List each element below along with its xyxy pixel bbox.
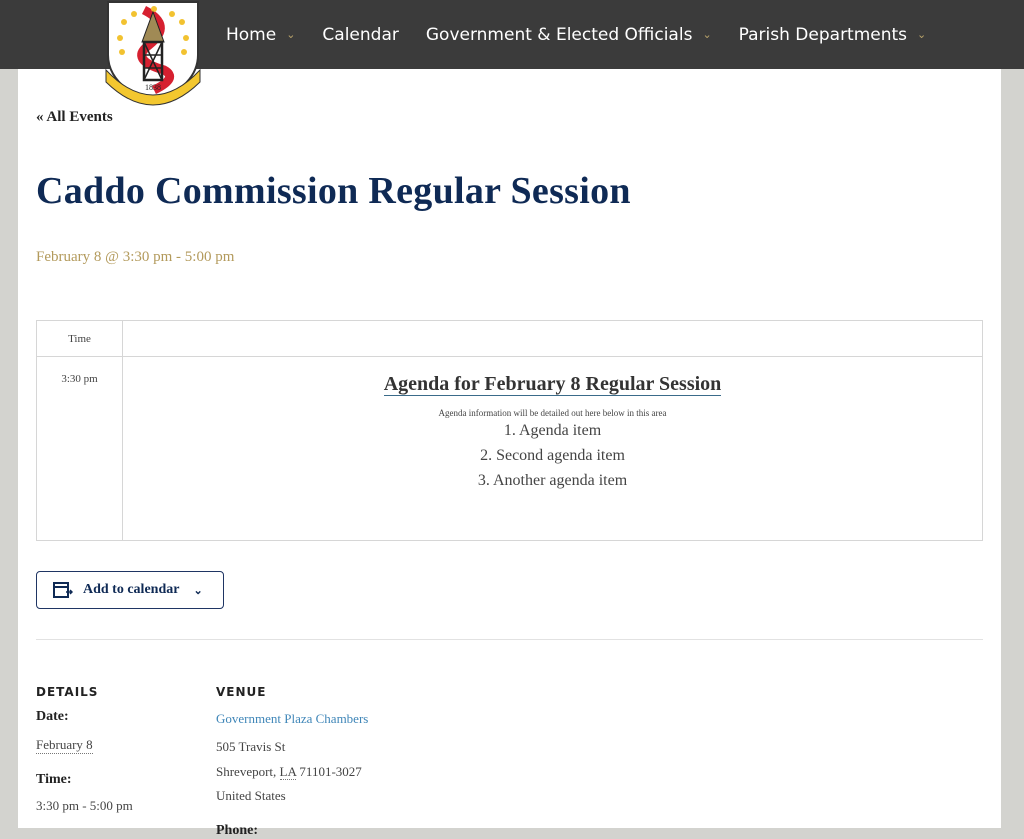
venue-city: Shreveport,: [216, 764, 277, 779]
nav-label: Government & Elected Officials: [425, 24, 693, 45]
time-header: Time: [36, 320, 123, 357]
venue-street: 505 Travis St: [216, 739, 286, 754]
add-to-calendar-label: Add to calendar: [83, 582, 180, 597]
chevron-down-icon: ⌄: [702, 28, 712, 41]
date-value: February 8: [36, 737, 93, 754]
list-item: 2. Second agenda item: [480, 447, 625, 464]
agenda-list: 1. Agenda item 2. Second agenda item 3. …: [123, 418, 982, 493]
venue-heading: VENUE: [216, 685, 267, 699]
venue-state: LA: [279, 764, 297, 780]
add-to-calendar-button[interactable]: Add to calendar ⌄: [36, 571, 224, 609]
venue-zip: 71101-3027: [299, 764, 362, 779]
table-header-row: Time: [36, 320, 983, 357]
table-row: 3:30 pm Agenda for February 8 Regular Se…: [36, 356, 983, 541]
nav-label: Parish Departments: [738, 24, 908, 45]
nav-label: Calendar: [322, 24, 399, 45]
chevron-down-icon: ⌄: [193, 584, 203, 597]
chevron-down-icon: ⌄: [286, 28, 296, 41]
time-label: Time:: [36, 772, 72, 787]
agenda-subtitle: Agenda information will be detailed out …: [438, 408, 667, 418]
divider: [36, 639, 983, 640]
all-events-link[interactable]: « All Events: [36, 109, 113, 125]
venue-country: United States: [216, 788, 286, 803]
list-item: 1. Agenda item: [503, 422, 602, 439]
agenda-cell: Agenda for February 8 Regular Session Ag…: [122, 356, 983, 541]
agenda-title[interactable]: Agenda for February 8 Regular Session: [383, 373, 722, 396]
date-label: Date:: [36, 709, 69, 724]
caddo-parish-logo[interactable]: 1838: [104, 0, 202, 112]
event-page: « All Events Caddo Commission Regular Se…: [18, 69, 1001, 838]
svg-text:1838: 1838: [145, 83, 161, 92]
nav-government[interactable]: Government & Elected Officials ⌄: [426, 25, 712, 45]
venue-link[interactable]: Government Plaza Chambers: [216, 711, 369, 726]
nav-departments[interactable]: Parish Departments ⌄: [739, 25, 927, 45]
list-item: 3. Another agenda item: [477, 472, 628, 489]
page-title: Caddo Commission Regular Session: [36, 170, 631, 212]
empty-header: [122, 320, 983, 357]
details-heading: DETAILS: [36, 685, 99, 699]
nav-home[interactable]: Home ⌄: [226, 25, 295, 45]
time-value: 3:30 pm - 5:00 pm: [36, 798, 133, 813]
nav-label: Home: [226, 24, 277, 45]
venue-city-line: Shreveport, LA 71101-3027: [216, 764, 362, 780]
event-datetime: February 8 @ 3:30 pm - 5:00 pm: [36, 249, 235, 265]
row-time: 3:30 pm: [36, 356, 123, 541]
schedule-table: Time 3:30 pm Agenda for February 8 Regul…: [36, 320, 983, 541]
calendar-export-icon: [53, 582, 73, 598]
nav-calendar[interactable]: Calendar: [322, 25, 398, 45]
phone-label: Phone:: [216, 823, 258, 838]
chevron-down-icon: ⌄: [917, 28, 927, 41]
main-nav: Home ⌄ Calendar Government & Elected Offi…: [226, 0, 953, 69]
